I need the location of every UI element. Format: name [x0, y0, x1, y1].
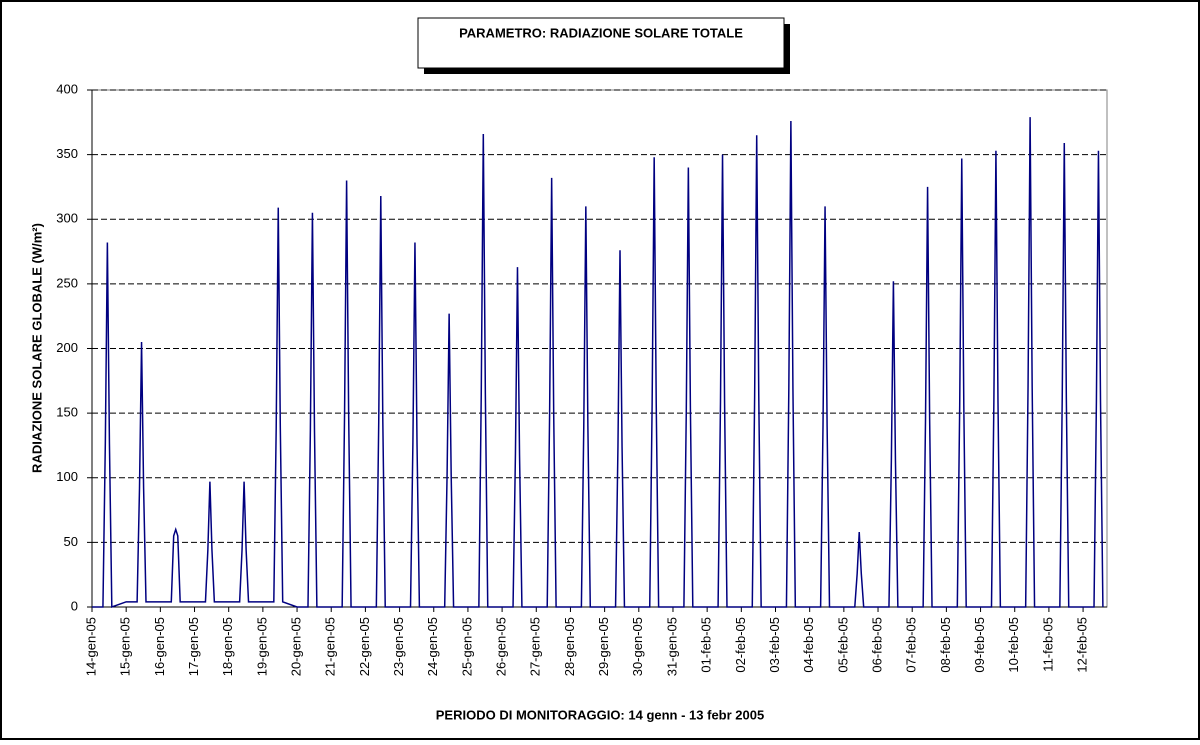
x-tick-label: 22-gen-05 — [357, 617, 372, 676]
x-tick-label: 07-feb-05 — [904, 617, 919, 673]
data-line — [92, 117, 1104, 609]
y-tick-label: 200 — [56, 340, 78, 355]
y-tick-label: 150 — [56, 405, 78, 420]
x-tick-label: 09-feb-05 — [972, 617, 987, 673]
x-tick-label: 27-gen-05 — [528, 617, 543, 676]
x-tick-label: 16-gen-05 — [152, 617, 167, 676]
x-tick-label: 31-gen-05 — [664, 617, 679, 676]
y-tick-label: 400 — [56, 81, 78, 96]
x-tick-label: 10-feb-05 — [1006, 617, 1021, 673]
x-tick-label: 19-gen-05 — [254, 617, 269, 676]
x-tick-label: 20-gen-05 — [288, 617, 303, 676]
x-tick-label: 23-gen-05 — [391, 617, 406, 676]
x-tick-label: 11-feb-05 — [1040, 617, 1055, 672]
x-axis-title: PERIODO DI MONITORAGGIO: 14 genn - 13 fe… — [436, 707, 764, 722]
x-tick-label: 21-gen-05 — [323, 617, 338, 676]
title-box — [417, 17, 785, 69]
y-tick-label: 100 — [56, 469, 78, 484]
x-tick-label: 15-gen-05 — [118, 617, 133, 676]
y-tick-label: 250 — [56, 275, 78, 290]
x-tick-label: 25-gen-05 — [459, 617, 474, 676]
x-tick-label: 01-feb-05 — [699, 617, 714, 673]
x-tick-label: 06-feb-05 — [869, 617, 884, 673]
x-tick-label: 12-feb-05 — [1075, 617, 1090, 673]
x-tick-label: 08-feb-05 — [938, 617, 953, 673]
y-tick-label: 350 — [56, 146, 78, 161]
x-tick-label: 02-feb-05 — [733, 617, 748, 673]
x-tick-label: 26-gen-05 — [494, 617, 509, 676]
x-tick-label: 17-gen-05 — [186, 617, 201, 676]
x-tick-label: 04-feb-05 — [801, 617, 816, 673]
x-tick-label: 24-gen-05 — [425, 617, 440, 676]
y-tick-label: 0 — [71, 598, 78, 613]
x-tick-label: 18-gen-05 — [220, 617, 235, 676]
y-tick-label: 50 — [64, 534, 78, 549]
x-tick-label: 28-gen-05 — [562, 617, 577, 676]
x-tick-label: 14-gen-05 — [83, 617, 98, 676]
y-axis-title: RADIAZIONE SOLARE GLOBALE (W/m²) — [29, 223, 44, 473]
y-tick-label: 300 — [56, 211, 78, 226]
x-tick-label: 05-feb-05 — [835, 617, 850, 673]
chart-title: PARAMETRO: RADIAZIONE SOLARE TOTALE — [459, 25, 743, 40]
x-tick-label: 03-feb-05 — [767, 617, 782, 673]
x-tick-label: 30-gen-05 — [630, 617, 645, 676]
x-tick-label: 29-gen-05 — [596, 617, 611, 676]
